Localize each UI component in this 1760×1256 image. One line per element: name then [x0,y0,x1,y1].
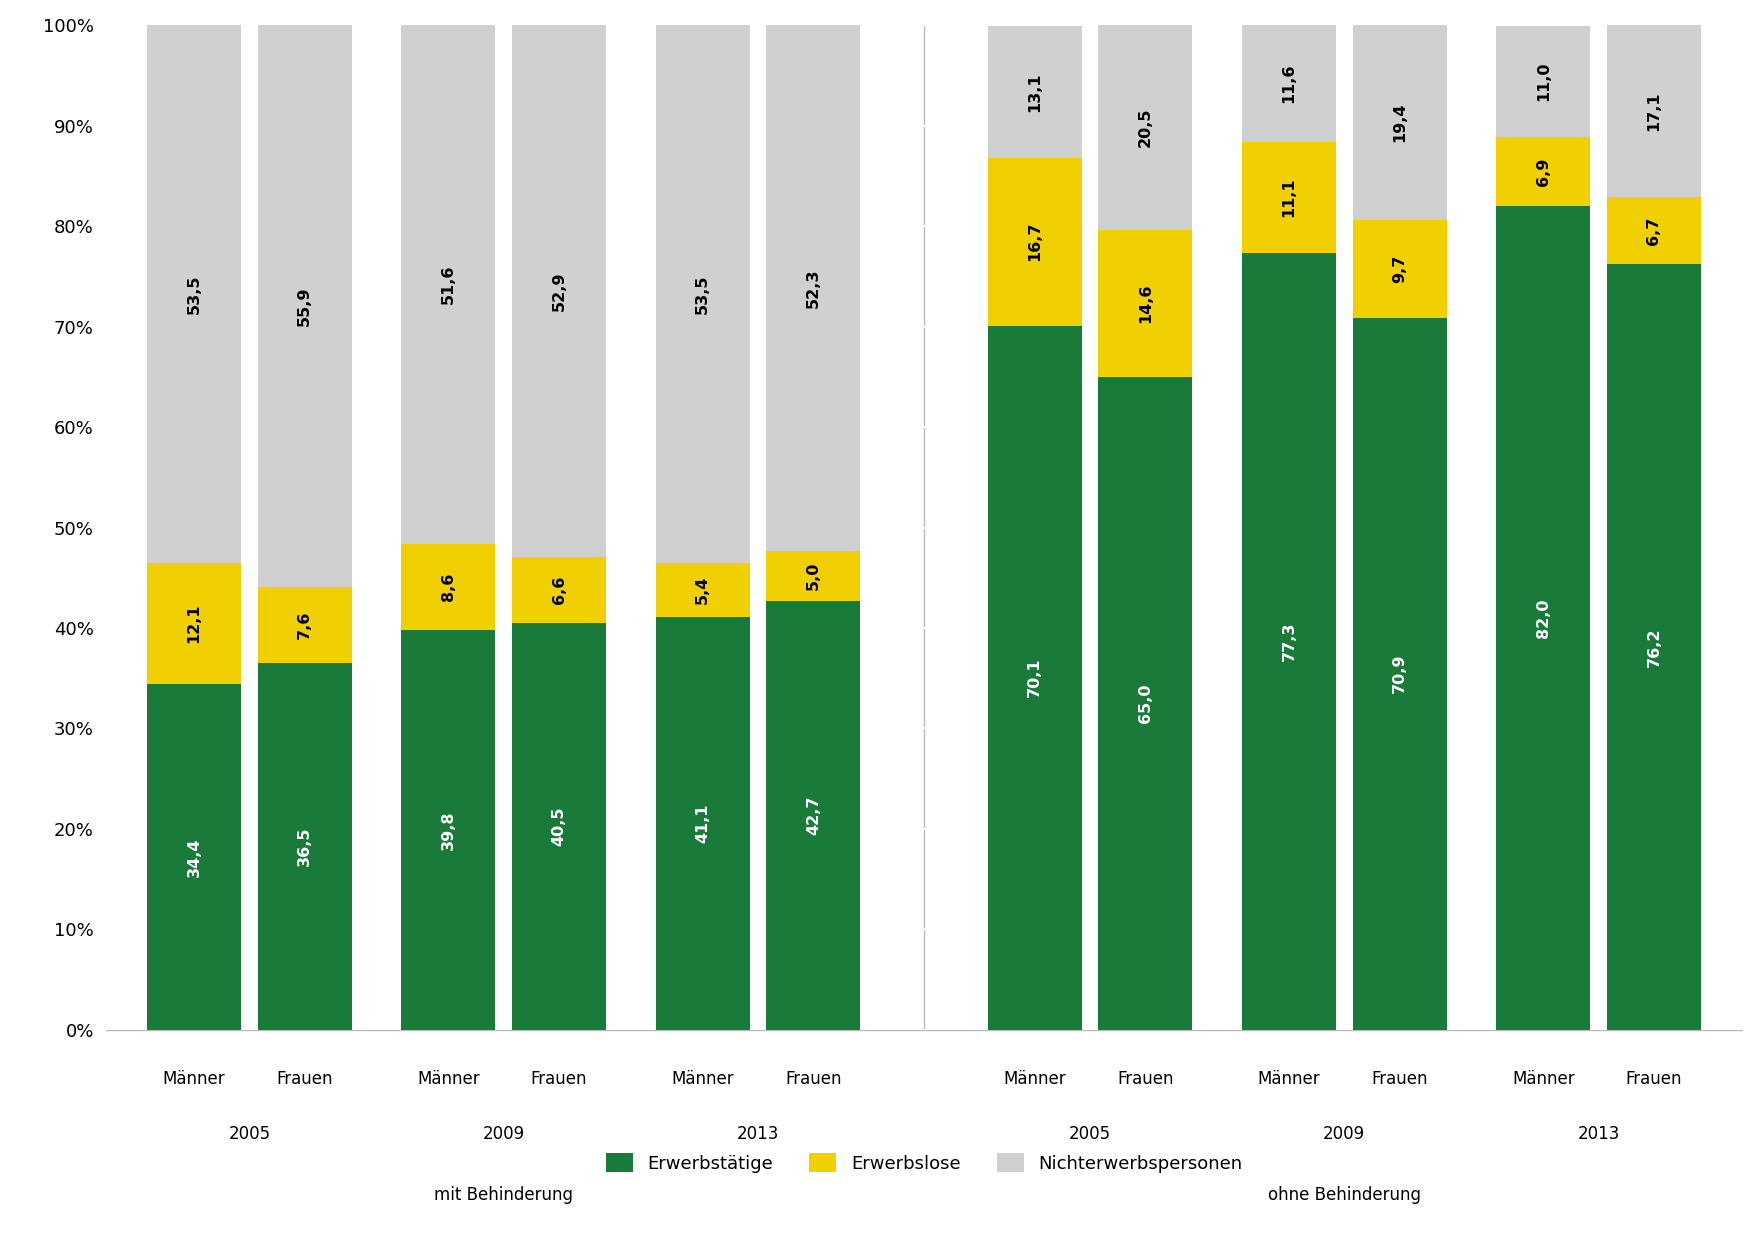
Bar [656,563,750,617]
Text: 2013: 2013 [1577,1125,1619,1143]
Bar [1607,25,1700,197]
Bar [656,617,750,1030]
Text: 77,3: 77,3 [1281,622,1297,662]
Text: 2005: 2005 [1068,1125,1111,1143]
Bar [1098,24,1192,230]
Text: Männer: Männer [1003,1070,1067,1088]
Text: 65,0: 65,0 [1137,683,1153,723]
Bar [512,25,605,556]
Bar [512,556,605,623]
Bar [1352,220,1447,318]
Bar [1607,264,1700,1030]
Bar [148,563,241,685]
Bar [766,25,861,550]
Text: 55,9: 55,9 [297,286,312,325]
Bar [1496,206,1591,1030]
Text: Frauen: Frauen [1371,1070,1427,1088]
Text: 39,8: 39,8 [442,810,456,850]
Bar [401,631,496,1030]
Text: 6,6: 6,6 [551,575,567,604]
Text: 6,9: 6,9 [1536,157,1551,186]
Bar [1098,230,1192,377]
Bar [148,685,241,1030]
Text: 52,9: 52,9 [551,271,567,310]
Text: 53,5: 53,5 [187,274,202,314]
Text: 5,4: 5,4 [695,575,711,604]
Bar [987,158,1082,325]
Bar [987,26,1082,158]
Text: 6,7: 6,7 [1646,216,1661,245]
Bar [987,325,1082,1030]
Text: 41,1: 41,1 [695,804,711,843]
Text: mit Behinderung: mit Behinderung [435,1186,574,1203]
Bar [148,25,241,563]
Bar [1496,137,1591,206]
Text: 20,5: 20,5 [1137,107,1153,147]
Text: 53,5: 53,5 [695,274,711,314]
Text: 34,4: 34,4 [187,838,202,877]
Legend: Erwerbstätige, Erwerbslose, Nichterwerbspersonen: Erwerbstätige, Erwerbslose, Nichterwerbs… [597,1144,1251,1182]
Text: 36,5: 36,5 [297,826,312,867]
Text: ohne Behinderung: ohne Behinderung [1267,1186,1420,1203]
Text: Männer: Männer [162,1070,225,1088]
Text: 82,0: 82,0 [1536,598,1551,638]
Text: 76,2: 76,2 [1646,627,1661,667]
Text: 42,7: 42,7 [806,795,820,835]
Text: 11,6: 11,6 [1281,64,1297,103]
Text: Frauen: Frauen [1626,1070,1683,1088]
Text: Frauen: Frauen [785,1070,841,1088]
Bar [1496,26,1591,137]
Bar [766,550,861,600]
Bar [257,663,352,1030]
Bar [512,623,605,1030]
Text: Männer: Männer [1512,1070,1575,1088]
Text: 8,6: 8,6 [442,573,456,600]
Text: 52,3: 52,3 [806,268,820,308]
Bar [1243,142,1336,254]
Text: 7,6: 7,6 [297,610,312,639]
Text: 2013: 2013 [737,1125,780,1143]
Text: 2005: 2005 [229,1125,271,1143]
Bar [766,600,861,1030]
Bar [401,25,496,544]
Text: 2009: 2009 [482,1125,524,1143]
Bar [1352,318,1447,1030]
Bar [1607,197,1700,264]
Text: 17,1: 17,1 [1646,92,1661,131]
Bar [257,25,352,587]
Text: 70,1: 70,1 [1028,658,1042,697]
Text: 11,1: 11,1 [1281,177,1297,217]
Text: 14,6: 14,6 [1137,284,1153,323]
Bar [257,587,352,663]
Text: 2009: 2009 [1324,1125,1366,1143]
Text: Männer: Männer [672,1070,734,1088]
Text: Männer: Männer [1258,1070,1320,1088]
Bar [1098,377,1192,1030]
Bar [1243,254,1336,1030]
Bar [656,25,750,563]
Text: 40,5: 40,5 [551,806,567,847]
Text: 13,1: 13,1 [1028,72,1042,112]
Text: Männer: Männer [417,1070,480,1088]
Text: 16,7: 16,7 [1028,222,1042,261]
Text: 9,7: 9,7 [1392,255,1406,283]
Text: 11,0: 11,0 [1536,62,1551,102]
Text: 70,9: 70,9 [1392,654,1406,693]
Text: 51,6: 51,6 [442,265,456,304]
Text: Frauen: Frauen [1118,1070,1174,1088]
Text: 12,1: 12,1 [187,604,202,643]
Text: Frauen: Frauen [276,1070,333,1088]
Text: 19,4: 19,4 [1392,103,1406,142]
Bar [1243,25,1336,142]
Bar [401,544,496,631]
Text: 5,0: 5,0 [806,561,820,590]
Text: Frauen: Frauen [532,1070,588,1088]
Bar [1352,25,1447,220]
